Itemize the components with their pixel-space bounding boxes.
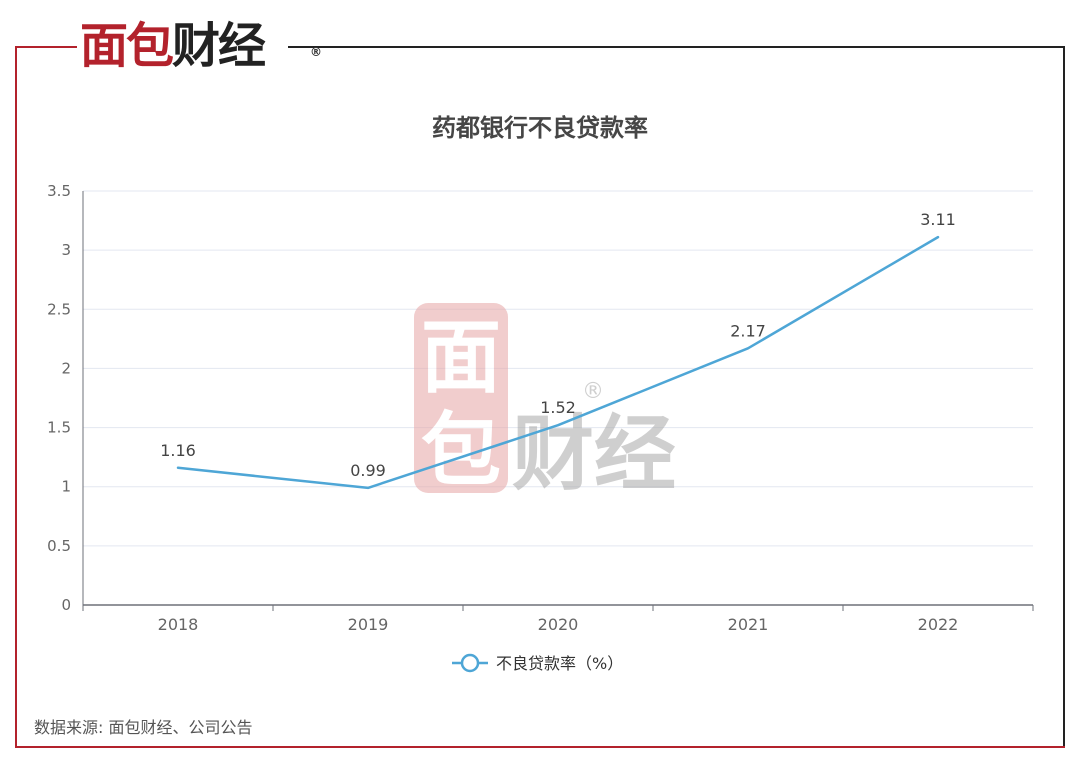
series-layer bbox=[176, 235, 940, 490]
grid-layer bbox=[83, 190, 1033, 547]
data-source-note: 数据来源: 面包财经、公司公告 bbox=[34, 718, 253, 737]
x-tick-label: 2022 bbox=[918, 615, 959, 634]
x-tick-label: 2019 bbox=[348, 615, 389, 634]
data-label: 3.11 bbox=[920, 210, 956, 229]
y-tick-label: 2 bbox=[61, 359, 71, 377]
frame-bottom-line bbox=[15, 746, 1065, 748]
frame-top-right-line bbox=[288, 46, 1065, 48]
watermark-red-block bbox=[414, 303, 508, 493]
watermark-registered: ® bbox=[582, 379, 604, 404]
logo-red-part: 面包 bbox=[80, 18, 174, 74]
frame-top-left-line bbox=[15, 46, 77, 48]
x-tick-label: 2020 bbox=[538, 615, 579, 634]
legend: 不良贷款率（%） bbox=[452, 653, 623, 673]
data-label: 0.99 bbox=[350, 461, 386, 480]
y-tick-label: 2.5 bbox=[47, 300, 71, 318]
frame-right-line bbox=[1063, 46, 1065, 748]
y-tick-label: 3.5 bbox=[47, 182, 71, 200]
watermark-logo: 面 包 财经 ® bbox=[414, 303, 676, 502]
x-tick-label: 2018 bbox=[158, 615, 199, 634]
watermark-char-2: 包 bbox=[421, 404, 501, 497]
y-tick-label: 3 bbox=[61, 241, 71, 259]
y-tick-label: 1 bbox=[61, 478, 71, 496]
data-label: 1.16 bbox=[160, 441, 196, 460]
watermark-char-1: 面 bbox=[421, 311, 501, 404]
registered-mark: ® bbox=[310, 45, 322, 59]
y-tick-label: 0 bbox=[61, 596, 71, 614]
legend-label: 不良贷款率（%） bbox=[496, 654, 623, 673]
data-label: 2.17 bbox=[730, 321, 766, 340]
chart-title: 药都银行不良贷款率 bbox=[432, 114, 648, 142]
y-tick-label: 1.5 bbox=[47, 419, 71, 437]
x-tick-label: 2021 bbox=[728, 615, 769, 634]
y-tick-label: 0.5 bbox=[47, 537, 71, 555]
frame-left-line bbox=[15, 46, 17, 748]
series-line bbox=[176, 235, 940, 490]
brand-logo: 面包财经 ® bbox=[80, 16, 322, 76]
data-label: 1.52 bbox=[540, 398, 576, 417]
legend-circle-marker bbox=[460, 653, 480, 673]
watermark-char-3-4: 财经 bbox=[512, 407, 676, 502]
logo-dark-part: 财经 bbox=[172, 18, 266, 74]
labels-layer: 1.16 0.99 1.52 2.17 3.11 bbox=[160, 210, 956, 480]
